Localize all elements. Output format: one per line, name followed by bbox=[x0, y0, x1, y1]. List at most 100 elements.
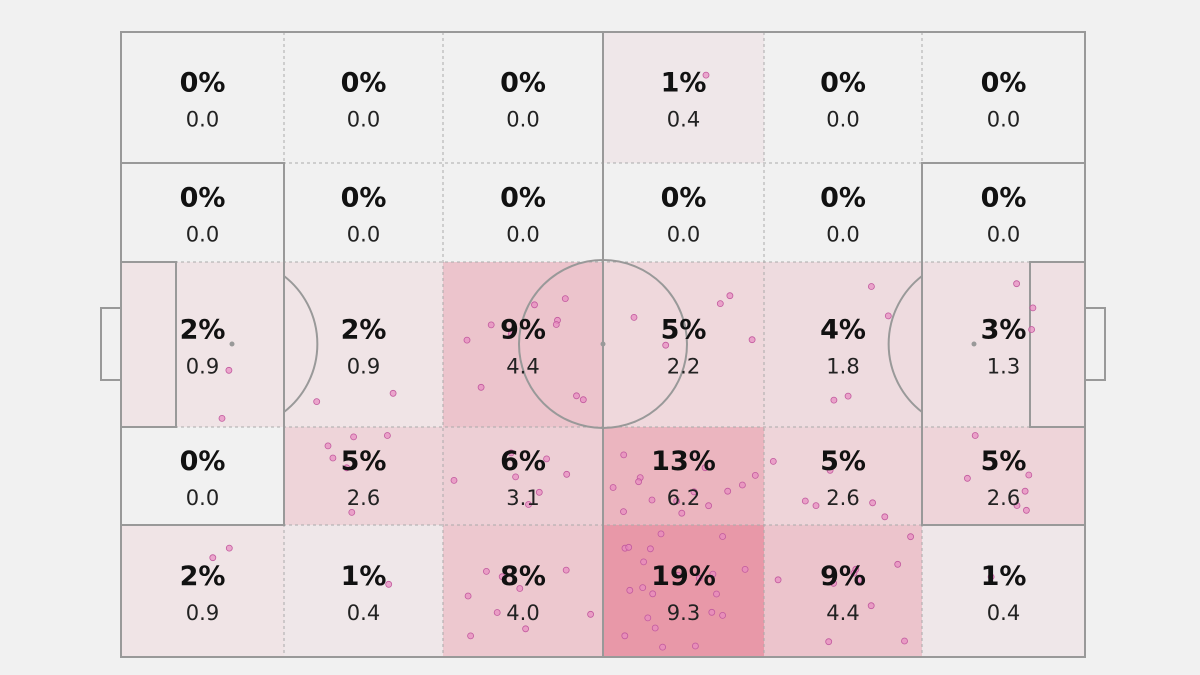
heat-cell-r3-c3 bbox=[603, 427, 764, 525]
event-point bbox=[348, 509, 356, 516]
cell-percent-r3-c1: 5% bbox=[341, 446, 387, 477]
event-point bbox=[1021, 487, 1029, 495]
event-point bbox=[531, 301, 538, 309]
event-point bbox=[467, 632, 475, 640]
event-point bbox=[209, 554, 217, 562]
right-penalty-spot bbox=[971, 341, 977, 347]
event-point bbox=[894, 560, 902, 568]
event-point bbox=[751, 471, 759, 479]
heat-cell-r4-c1 bbox=[284, 525, 443, 657]
cell-value-r0-c1: 0.0 bbox=[347, 108, 380, 132]
cell-value-r2-c5: 1.3 bbox=[987, 355, 1020, 379]
event-point bbox=[1013, 280, 1020, 288]
event-point bbox=[313, 398, 321, 406]
heat-cell-r4-c5 bbox=[922, 525, 1085, 657]
event-point bbox=[625, 543, 633, 551]
heat-cell-r2-c0 bbox=[121, 262, 284, 427]
left-penalty-spot bbox=[229, 341, 235, 347]
event-point bbox=[648, 496, 656, 504]
cell-percent-r2-c2: 9% bbox=[500, 315, 546, 346]
event-point bbox=[561, 295, 569, 303]
event-point bbox=[218, 414, 226, 422]
cell-percent-r4-c0: 2% bbox=[180, 561, 226, 592]
event-point bbox=[678, 509, 686, 517]
left-goal bbox=[100, 307, 122, 381]
cell-value-r3-c5: 2.6 bbox=[987, 486, 1020, 510]
cell-percent-r2-c5: 3% bbox=[981, 315, 1027, 346]
cell-percent-r1-c3: 0% bbox=[661, 183, 707, 214]
heat-cell-r2-c4 bbox=[764, 262, 922, 427]
event-point bbox=[498, 573, 506, 581]
heat-cell-r2-c2 bbox=[443, 262, 603, 427]
event-point bbox=[1028, 326, 1035, 333]
event-point bbox=[867, 602, 875, 610]
heat-cell-r0-c3 bbox=[603, 32, 764, 163]
event-point bbox=[552, 321, 560, 328]
cell-percent-r4-c4: 9% bbox=[820, 561, 866, 592]
event-point bbox=[482, 568, 490, 575]
cell-percent-r0-c4: 0% bbox=[820, 68, 866, 99]
event-point bbox=[1023, 506, 1030, 514]
cell-percent-r2-c1: 2% bbox=[341, 315, 387, 346]
event-point bbox=[507, 330, 515, 338]
cell-percent-r4-c3: 19% bbox=[651, 561, 716, 592]
event-point bbox=[987, 573, 995, 581]
event-point bbox=[901, 637, 908, 645]
event-point bbox=[701, 464, 709, 472]
cell-value-r4-c5: 0.4 bbox=[987, 601, 1020, 625]
event-point bbox=[830, 579, 837, 587]
right-penalty-arc bbox=[887, 275, 923, 413]
event-point bbox=[630, 313, 638, 321]
cell-value-r4-c4: 4.4 bbox=[826, 601, 859, 625]
cell-value-r1-c0: 0.0 bbox=[186, 223, 219, 247]
event-point bbox=[881, 513, 889, 521]
heat-cell-r2-c1 bbox=[284, 262, 443, 427]
event-point bbox=[964, 474, 971, 482]
cell-value-r4-c1: 0.4 bbox=[347, 601, 380, 625]
cell-percent-r4-c1: 1% bbox=[341, 561, 387, 592]
cell-value-r1-c5: 0.0 bbox=[987, 223, 1020, 247]
cell-value-r2-c2: 4.4 bbox=[506, 355, 539, 379]
heat-cell-r3-c2 bbox=[443, 427, 603, 525]
cell-percent-r3-c0: 0% bbox=[180, 446, 226, 477]
event-point bbox=[626, 586, 634, 594]
event-point bbox=[674, 572, 682, 579]
cell-value-r4-c2: 4.0 bbox=[506, 601, 539, 625]
event-point bbox=[635, 478, 642, 486]
event-point bbox=[487, 321, 495, 329]
cell-percent-r1-c5: 0% bbox=[981, 183, 1027, 214]
event-point bbox=[741, 566, 749, 573]
cell-value-r1-c4: 0.0 bbox=[826, 223, 859, 247]
event-point bbox=[659, 643, 666, 651]
event-point bbox=[343, 464, 351, 472]
event-point bbox=[621, 632, 629, 640]
cell-percent-r3-c2: 6% bbox=[500, 446, 546, 477]
cell-value-r4-c3: 9.3 bbox=[667, 601, 700, 625]
cell-value-r0-c5: 0.0 bbox=[987, 108, 1020, 132]
event-point bbox=[516, 585, 524, 592]
event-point bbox=[620, 451, 628, 459]
cell-percent-r4-c2: 8% bbox=[500, 561, 546, 592]
heat-cell-r4-c0 bbox=[121, 525, 284, 657]
event-point bbox=[719, 612, 726, 619]
event-point bbox=[868, 283, 875, 290]
cell-value-r2-c0: 0.9 bbox=[186, 355, 219, 379]
cell-percent-r3-c3: 13% bbox=[651, 446, 716, 477]
event-point bbox=[971, 432, 979, 439]
event-point bbox=[463, 336, 471, 344]
event-point bbox=[385, 580, 393, 588]
cell-percent-r0-c2: 0% bbox=[500, 68, 546, 99]
cell-value-r1-c3: 0.0 bbox=[667, 223, 700, 247]
event-point bbox=[708, 608, 716, 616]
event-point bbox=[852, 565, 860, 573]
cell-labels: 0% 0.0 0% 0.0 0% 0.0 1% 0.4 0% 0.0 0% 0.0 0% 0.0 0% 0.0… bbox=[180, 68, 1027, 626]
event-point bbox=[812, 502, 820, 510]
cell-value-r3-c2: 3.1 bbox=[506, 486, 539, 510]
event-point bbox=[692, 642, 699, 650]
event-point bbox=[1029, 304, 1037, 312]
event-point bbox=[702, 71, 710, 79]
event-point bbox=[573, 392, 580, 400]
event-points bbox=[209, 71, 1037, 651]
cell-value-r0-c3: 0.4 bbox=[667, 108, 700, 132]
